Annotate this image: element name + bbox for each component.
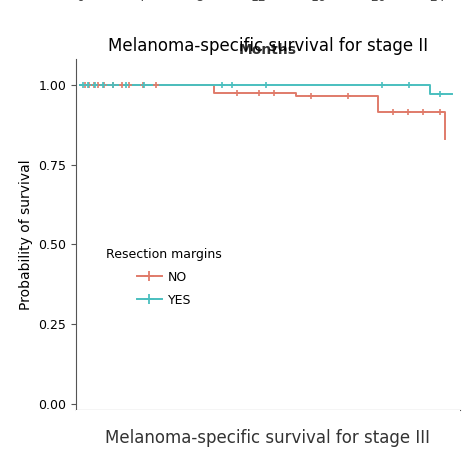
Text: Months: Months [239,43,297,57]
X-axis label: Months: Months [239,439,297,453]
Legend: NO, YES: NO, YES [101,243,227,311]
Title: Melanoma-specific survival for stage II: Melanoma-specific survival for stage II [108,37,428,55]
Text: Melanoma-specific survival for stage III: Melanoma-specific survival for stage III [105,429,430,447]
Y-axis label: Probability of survival: Probability of survival [18,160,33,310]
